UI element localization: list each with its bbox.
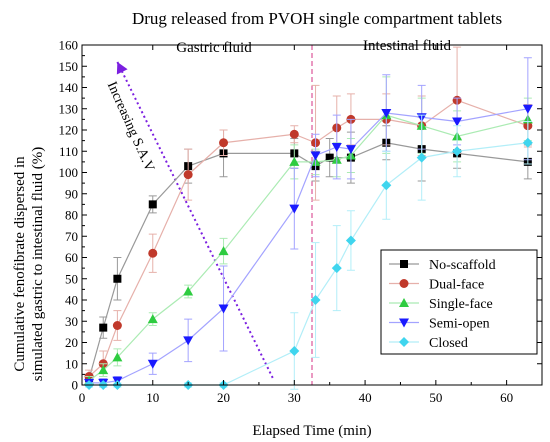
series-line-2	[88, 114, 528, 382]
data-point	[147, 314, 158, 324]
data-point	[345, 235, 356, 246]
x-axis-label: Elapsed Time (min)	[252, 423, 371, 439]
data-point	[452, 146, 463, 157]
y-tick-label: 20	[65, 335, 78, 350]
data-point	[452, 117, 463, 127]
data-point	[331, 263, 342, 274]
y-tick-label: 130	[59, 101, 79, 116]
data-point	[183, 336, 194, 346]
x-tick-label: 60	[500, 390, 513, 405]
series-line-3	[89, 108, 528, 384]
x-tick-label: 50	[429, 390, 442, 405]
y-tick-label: 110	[59, 144, 78, 159]
x-tick-label: 30	[288, 390, 301, 405]
y-tick-label: 140	[59, 80, 79, 95]
data-point	[98, 365, 109, 375]
data-point	[218, 246, 229, 256]
legend-label: Closed	[429, 336, 468, 351]
data-point	[310, 295, 321, 305]
data-point	[381, 109, 392, 118]
y-tick-label: 60	[65, 250, 78, 265]
y-tick-label: 120	[59, 123, 79, 138]
data-point	[416, 152, 427, 163]
x-tick-label: 10	[146, 390, 159, 405]
data-point	[345, 145, 356, 155]
legend-label: Single-face	[429, 297, 493, 312]
legend-marker	[399, 279, 409, 288]
intestinal-region-label: Intestinal fluid	[363, 38, 451, 54]
legend-label: No-scaffold	[429, 258, 496, 273]
y-tick-label: 30	[65, 314, 78, 329]
legend-label: Dual-face	[429, 278, 484, 293]
y-tick-label: 100	[59, 165, 79, 180]
data-point	[99, 323, 108, 332]
data-point	[522, 137, 533, 148]
y-tick-label: 80	[65, 208, 78, 223]
data-point	[113, 274, 122, 283]
sav-arrow-head	[116, 62, 128, 75]
data-point	[183, 286, 194, 296]
series-line-0	[88, 142, 528, 379]
data-point	[112, 321, 122, 330]
y-tick-label: 10	[65, 356, 78, 371]
y-tick-label: 160	[59, 38, 79, 53]
x-tick-label: 20	[217, 390, 230, 405]
data-point	[148, 200, 157, 209]
y-tick-label: 0	[72, 378, 79, 393]
legend-marker	[399, 318, 409, 328]
data-point	[289, 346, 300, 356]
data-point	[148, 248, 158, 258]
y-axis-label-line-2: simulated gastric to intestinal fluid (%…	[30, 147, 46, 382]
data-point	[147, 359, 158, 369]
data-point	[218, 304, 229, 314]
data-point	[289, 204, 300, 214]
sav-arrow	[116, 61, 274, 380]
y-tick-label: 50	[65, 271, 78, 286]
y-tick-label: 40	[65, 293, 78, 308]
legend-marker	[399, 337, 409, 347]
y-axis-label-line-1: Cumulative fenofibrate dispersed in	[12, 156, 28, 372]
sav-annotation-label: Increasing S.A.V	[104, 80, 157, 175]
data-point	[289, 129, 299, 139]
data-point	[183, 170, 193, 180]
data-point	[381, 180, 392, 191]
data-point	[310, 151, 321, 161]
gastric-region-label: Gastric fluid	[176, 40, 252, 56]
x-tick-label: 40	[359, 390, 372, 405]
legend-marker	[399, 298, 409, 307]
y-tick-label: 70	[65, 229, 78, 244]
data-point	[219, 138, 229, 148]
data-point	[325, 153, 334, 162]
data-point	[112, 352, 123, 362]
data-point	[522, 104, 533, 114]
chart-title: Drug released from PVOH single compartme…	[132, 9, 502, 28]
legend-marker	[400, 260, 408, 268]
y-tick-label: 150	[59, 59, 79, 74]
data-point	[289, 156, 300, 166]
x-tick-label: 0	[79, 390, 86, 405]
y-tick-label: 90	[65, 186, 78, 201]
legend-label: Semi-open	[429, 317, 490, 332]
series-line-1	[88, 99, 529, 377]
data-point	[331, 143, 342, 152]
